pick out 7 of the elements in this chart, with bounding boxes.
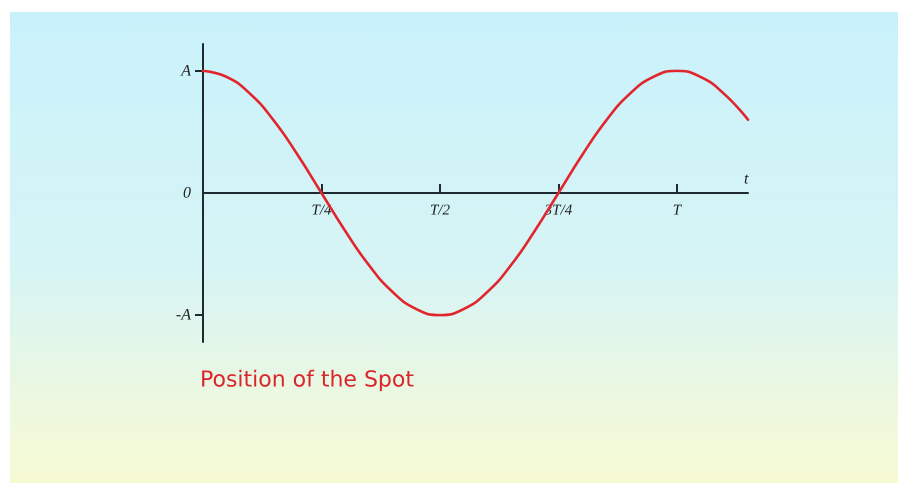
text: A [180,62,192,80]
text: 0 [183,184,191,202]
text: Position of the Spot [200,368,414,392]
x-tick-label: T/2 [430,202,450,218]
x-tick-label: T [672,202,683,218]
x-axis-title: t [744,170,749,188]
text: -A [176,306,192,324]
